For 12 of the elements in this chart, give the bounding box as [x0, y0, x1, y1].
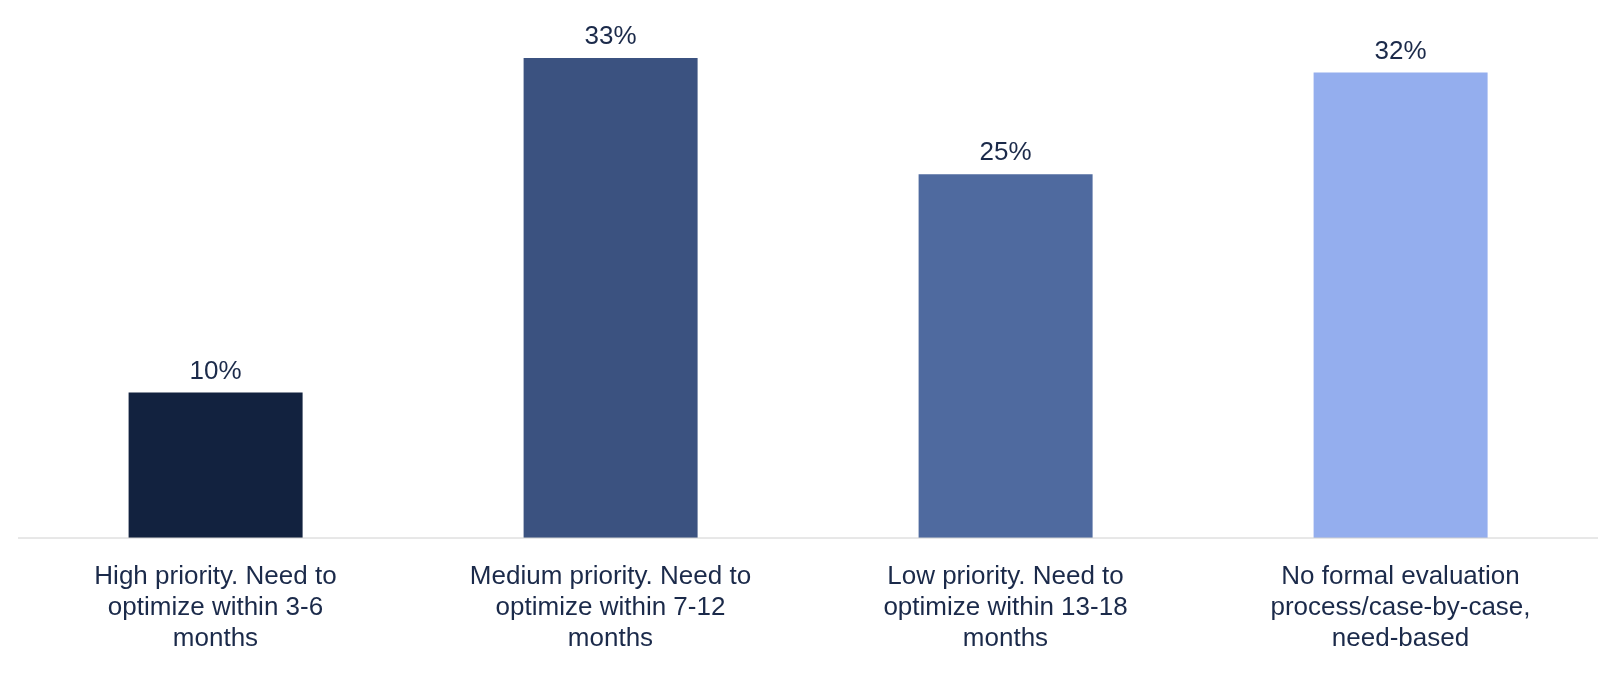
data-label: 33%: [584, 20, 637, 50]
x-tick-label: Low priority. Need to optimize within 13-18 months: [883, 560, 1128, 652]
data-label: 10%: [189, 354, 242, 385]
x-tick-label: No formal evaluation process/case-by-case, need-based: [1270, 560, 1531, 652]
data-label: 32%: [1374, 34, 1427, 65]
x-tick-label: Medium priority. Need to optimize within 7-12 months: [469, 560, 752, 652]
bar: [1313, 72, 1488, 538]
bar: [918, 174, 1093, 538]
data-label: 25%: [979, 136, 1032, 167]
bar: [128, 392, 303, 538]
x-tick-label: High priority. Need to optimize within 3-6 months: [94, 560, 337, 652]
bar: [523, 58, 698, 538]
